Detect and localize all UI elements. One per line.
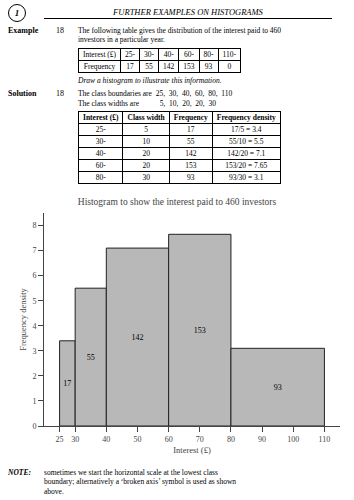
- svg-text:55: 55: [87, 352, 95, 361]
- html-text:NOTE:: NOTE:: [8, 467, 31, 477]
- svg-text:Interest (£): Interest (£): [173, 445, 211, 455]
- html-text:30: 30: [142, 172, 150, 182]
- svg-text:25: 25: [56, 434, 64, 443]
- svg-text:70: 70: [196, 434, 204, 443]
- html-text:25-: 25-: [125, 49, 136, 59]
- svg-text:0: 0: [32, 422, 36, 431]
- svg-text:Frequency density: Frequency density: [18, 287, 28, 350]
- html-text:18: 18: [56, 89, 64, 99]
- svg-text:100: 100: [287, 434, 299, 443]
- svg-text:110: 110: [319, 434, 331, 443]
- html-text:18: 18: [56, 26, 64, 35]
- html-text:Solution: Solution: [8, 89, 37, 99]
- svg-text:4: 4: [32, 321, 36, 330]
- html-text:20: 20: [142, 160, 150, 170]
- html-text:17/5 = 3.4: 17/5 = 3.4: [230, 124, 262, 134]
- svg-text:17: 17: [63, 379, 71, 388]
- html-text:40-: 40-: [95, 148, 106, 158]
- html-text:0: 0: [227, 61, 232, 71]
- html-text:Frequency: Frequency: [173, 112, 208, 122]
- svg-text:1: 1: [32, 397, 36, 406]
- html-text:93: 93: [187, 172, 195, 182]
- html-text:FURTHER EXAMPLES ON HISTOGRAMS: FURTHER EXAMPLES ON HISTOGRAMS: [113, 7, 263, 17]
- html-text:55: 55: [145, 61, 153, 71]
- html-text:The following table gives the: The following table gives the distributi…: [78, 26, 282, 35]
- html-text:110-: 110-: [222, 49, 237, 59]
- svg-text:2: 2: [32, 372, 36, 381]
- svg-text:80: 80: [227, 434, 235, 443]
- svg-text:90: 90: [258, 434, 266, 443]
- html-text:Frequency: Frequency: [83, 61, 116, 71]
- html-text:60-: 60-: [95, 160, 106, 170]
- html-text:60-: 60-: [184, 49, 194, 59]
- svg-text:50: 50: [133, 434, 141, 443]
- svg-text:93: 93: [274, 383, 282, 392]
- html-text:153: 153: [183, 61, 195, 71]
- html-text:142: 142: [185, 148, 197, 158]
- html-text:80-: 80-: [95, 172, 106, 182]
- html-text:investors in a particular year: investors in a particular year.: [78, 35, 165, 45]
- html-text:55: 55: [187, 136, 195, 146]
- html-text:55/10 = 5.5: 55/10 = 5.5: [229, 136, 264, 146]
- html-text:17: 17: [187, 124, 195, 134]
- svg-text:8: 8: [32, 221, 36, 230]
- html-text:Draw a histogram to illustrate: Draw a histogram to illustrate this info…: [78, 75, 222, 85]
- html-text:142: 142: [163, 61, 175, 71]
- html-text:93: 93: [204, 61, 213, 71]
- html-text:30-: 30-: [144, 49, 155, 59]
- svg-text:3: 3: [32, 346, 36, 355]
- html-text:Frequency density: Frequency density: [216, 112, 276, 122]
- svg-text:5: 5: [32, 296, 36, 305]
- svg-text:40: 40: [102, 434, 110, 443]
- html-text:40-: 40-: [163, 49, 174, 59]
- svg-text:6: 6: [32, 271, 36, 280]
- html-text:17: 17: [126, 61, 134, 71]
- html-text:153: 153: [185, 160, 197, 170]
- html-text:Interest (£): Interest (£): [83, 112, 119, 122]
- svg-text:142: 142: [131, 332, 143, 341]
- html-text:25-: 25-: [95, 124, 106, 134]
- html-text:Class width: Class width: [127, 112, 165, 122]
- svg-text:7: 7: [32, 246, 36, 255]
- html-text:80-: 80-: [203, 49, 214, 59]
- svg-text:Histogram to show the interest: Histogram to show the interest paid to 4…: [78, 197, 277, 207]
- html-text:5: 5: [144, 124, 148, 134]
- html-text:153/20 = 7.65: 153/20 = 7.65: [225, 160, 268, 170]
- html-text:142/20 = 7.1: 142/20 = 7.1: [227, 148, 266, 158]
- svg-text:30: 30: [71, 434, 79, 443]
- html-text:1: 1: [14, 8, 20, 18]
- html-text:Interest (£): Interest (£): [83, 49, 117, 59]
- html-text:The class widths are 5, 10, 20: The class widths are 5, 10, 20, 20, 30: [78, 98, 216, 108]
- svg-text:60: 60: [165, 434, 173, 443]
- html-text:30-: 30-: [95, 136, 106, 146]
- html-text:20: 20: [142, 148, 150, 158]
- html-text:10: 10: [142, 136, 150, 146]
- html-text:sometimes we start the horizon: sometimes we start the horizontal scale …: [44, 467, 237, 496]
- svg-text:153: 153: [194, 326, 206, 335]
- html-text:93/30 = 3.1: 93/30 = 3.1: [229, 172, 264, 182]
- html-text:Example: Example: [8, 26, 39, 35]
- html-text:The class boundaries are 25, 3: The class boundaries are 25, 30, 40, 60,…: [78, 89, 233, 99]
